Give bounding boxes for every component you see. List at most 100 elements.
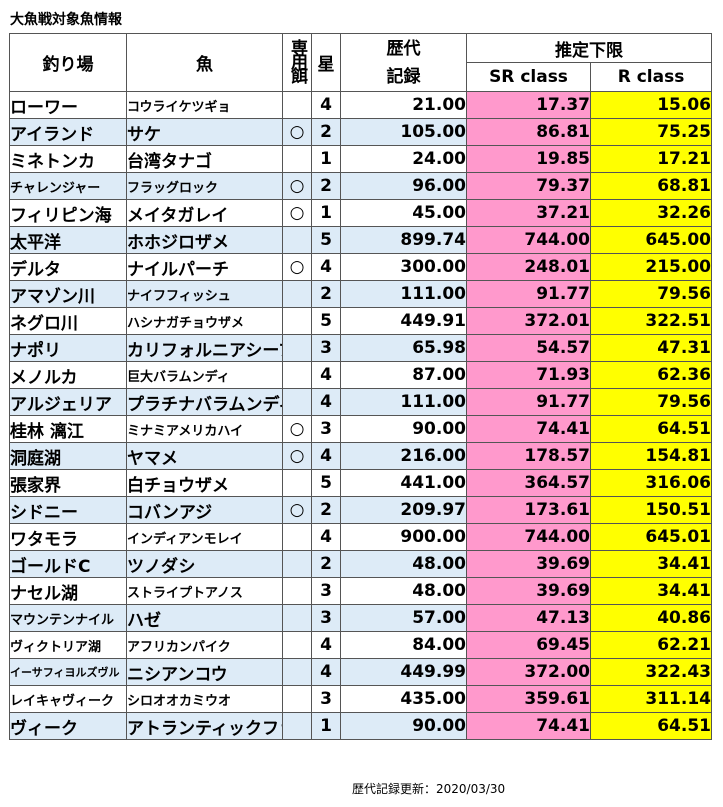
table-row: アイランド サケ ○ 2 105.00 86.81 75.25 xyxy=(9,118,712,146)
star-cell: 4 xyxy=(311,388,341,416)
sr-class-cell: 17.37 xyxy=(466,91,591,119)
r-class-cell: 64.51 xyxy=(590,415,712,443)
r-class-cell: 322.43 xyxy=(590,658,712,686)
table-row: ミネトンカ 台湾タナゴ 1 24.00 19.85 17.21 xyxy=(9,145,712,173)
place-cell: 張家界 xyxy=(9,469,127,497)
footer-update-date: 歴代記録更新：2020/03/30 xyxy=(352,782,506,796)
r-class-cell: 79.56 xyxy=(590,280,712,308)
place-cell: マウンテンナイル xyxy=(9,604,127,632)
place-cell: ミネトンカ xyxy=(9,145,127,173)
table-body: ローワー コウライケツギョ 4 21.00 17.37 15.06 アイランド サケ ○ 2 105… xyxy=(9,91,712,740)
sr-class-cell: 372.01 xyxy=(466,307,591,335)
r-class-cell: 79.56 xyxy=(590,388,712,416)
fish-cell: ツノダシ xyxy=(126,550,283,578)
fish-cell: メイタガレイ xyxy=(126,199,283,227)
record-cell: 300.00 xyxy=(340,253,467,281)
place-cell: 洞庭湖 xyxy=(9,442,127,470)
table-row: レイキャヴィーク シロオオカミウオ 3 435.00 359.61 311.14 xyxy=(9,685,712,713)
table-row: メノルカ 巨大バラムンディ 4 87.00 71.93 62.36 xyxy=(9,361,712,389)
bait-cell xyxy=(282,712,312,740)
table-row: 桂林 漓江 ミナミアメリカハイ ○ 3 90.00 74.41 64.51 xyxy=(9,415,712,443)
sr-class-cell: 74.41 xyxy=(466,712,591,740)
star-cell: 5 xyxy=(311,307,341,335)
star-cell: 4 xyxy=(311,91,341,119)
table-row: アマゾン川 ナイフフィッシュ 2 111.00 91.77 79.56 xyxy=(9,280,712,308)
r-class-cell: 311.14 xyxy=(590,685,712,713)
fish-cell: コウライケツギョ xyxy=(126,91,283,119)
bait-cell xyxy=(282,91,312,119)
sr-class-cell: 74.41 xyxy=(466,415,591,443)
record-cell: 216.00 xyxy=(340,442,467,470)
table-row: イーサフィヨルズヴル ニシアンコウ 4 449.99 372.00 322.43 xyxy=(9,658,712,686)
sr-class-cell: 91.77 xyxy=(466,280,591,308)
r-class-cell: 64.51 xyxy=(590,712,712,740)
bait-cell xyxy=(282,226,312,254)
place-cell: 桂林 漓江 xyxy=(9,415,127,443)
place-cell: チャレンジャー xyxy=(9,172,127,200)
place-cell: ナポリ xyxy=(9,334,127,362)
bait-cell xyxy=(282,469,312,497)
star-cell: 3 xyxy=(311,685,341,713)
table-row: チャレンジャー フラッグロック ○ 2 96.00 79.37 68.81 xyxy=(9,172,712,200)
star-cell: 4 xyxy=(311,253,341,281)
bait-cell xyxy=(282,388,312,416)
r-class-cell: 40.86 xyxy=(590,604,712,632)
place-cell: シドニー xyxy=(9,496,127,524)
r-class-cell: 17.21 xyxy=(590,145,712,173)
sr-class-cell: 744.00 xyxy=(466,226,591,254)
r-class-cell: 75.25 xyxy=(590,118,712,146)
r-class-cell: 322.51 xyxy=(590,307,712,335)
fish-cell: アトランティックファン xyxy=(126,712,283,740)
star-cell: 3 xyxy=(311,577,341,605)
star-cell: 1 xyxy=(311,145,341,173)
record-cell: 90.00 xyxy=(340,415,467,443)
fish-cell: ミナミアメリカハイ xyxy=(126,415,283,443)
star-cell: 1 xyxy=(311,712,341,740)
star-cell: 3 xyxy=(311,415,341,443)
r-class-cell: 150.51 xyxy=(590,496,712,524)
sr-class-cell: 69.45 xyxy=(466,631,591,659)
fish-cell: ニシアンコウ xyxy=(126,658,283,686)
r-class-cell: 316.06 xyxy=(590,469,712,497)
record-cell: 435.00 xyxy=(340,685,467,713)
sr-class-cell: 19.85 xyxy=(466,145,591,173)
table-row: ゴールドC ツノダシ 2 48.00 39.69 34.41 xyxy=(9,550,712,578)
r-class-cell: 154.81 xyxy=(590,442,712,470)
star-cell: 1 xyxy=(311,199,341,227)
bait-cell: ○ xyxy=(282,442,312,470)
sr-class-cell: 54.57 xyxy=(466,334,591,362)
star-cell: 4 xyxy=(311,442,341,470)
sr-class-cell: 178.57 xyxy=(466,442,591,470)
fish-cell: フラッグロック xyxy=(126,172,283,200)
bait-cell xyxy=(282,550,312,578)
table-row: ローワー コウライケツギョ 4 21.00 17.37 15.06 xyxy=(9,91,712,119)
bait-cell xyxy=(282,307,312,335)
fish-cell: サケ xyxy=(126,118,283,146)
r-class-cell: 62.21 xyxy=(590,631,712,659)
star-cell: 4 xyxy=(311,361,341,389)
header-place: 釣り場 xyxy=(9,33,127,92)
record-cell: 48.00 xyxy=(340,550,467,578)
place-cell: アルジェリア xyxy=(9,388,127,416)
table-row: ナポリ カリフォルニアシープ 3 65.98 54.57 47.31 xyxy=(9,334,712,362)
bait-cell: ○ xyxy=(282,199,312,227)
record-cell: 57.00 xyxy=(340,604,467,632)
header-star: 星 xyxy=(311,33,341,92)
r-class-cell: 47.31 xyxy=(590,334,712,362)
r-class-cell: 645.00 xyxy=(590,226,712,254)
record-cell: 111.00 xyxy=(340,280,467,308)
bait-cell: ○ xyxy=(282,496,312,524)
bait-cell: ○ xyxy=(282,172,312,200)
place-cell: ナセル湖 xyxy=(9,577,127,605)
fish-cell: ナイルパーチ xyxy=(126,253,283,281)
bait-cell xyxy=(282,631,312,659)
table-row: アルジェリア プラチナバラムンディ 4 111.00 91.77 79.56 xyxy=(9,388,712,416)
sr-class-cell: 173.61 xyxy=(466,496,591,524)
header-record-text: 歴代記録 xyxy=(386,38,421,87)
bait-cell: ○ xyxy=(282,415,312,443)
r-class-cell: 34.41 xyxy=(590,577,712,605)
r-class-cell: 32.26 xyxy=(590,199,712,227)
star-cell: 2 xyxy=(311,118,341,146)
sr-class-cell: 364.57 xyxy=(466,469,591,497)
